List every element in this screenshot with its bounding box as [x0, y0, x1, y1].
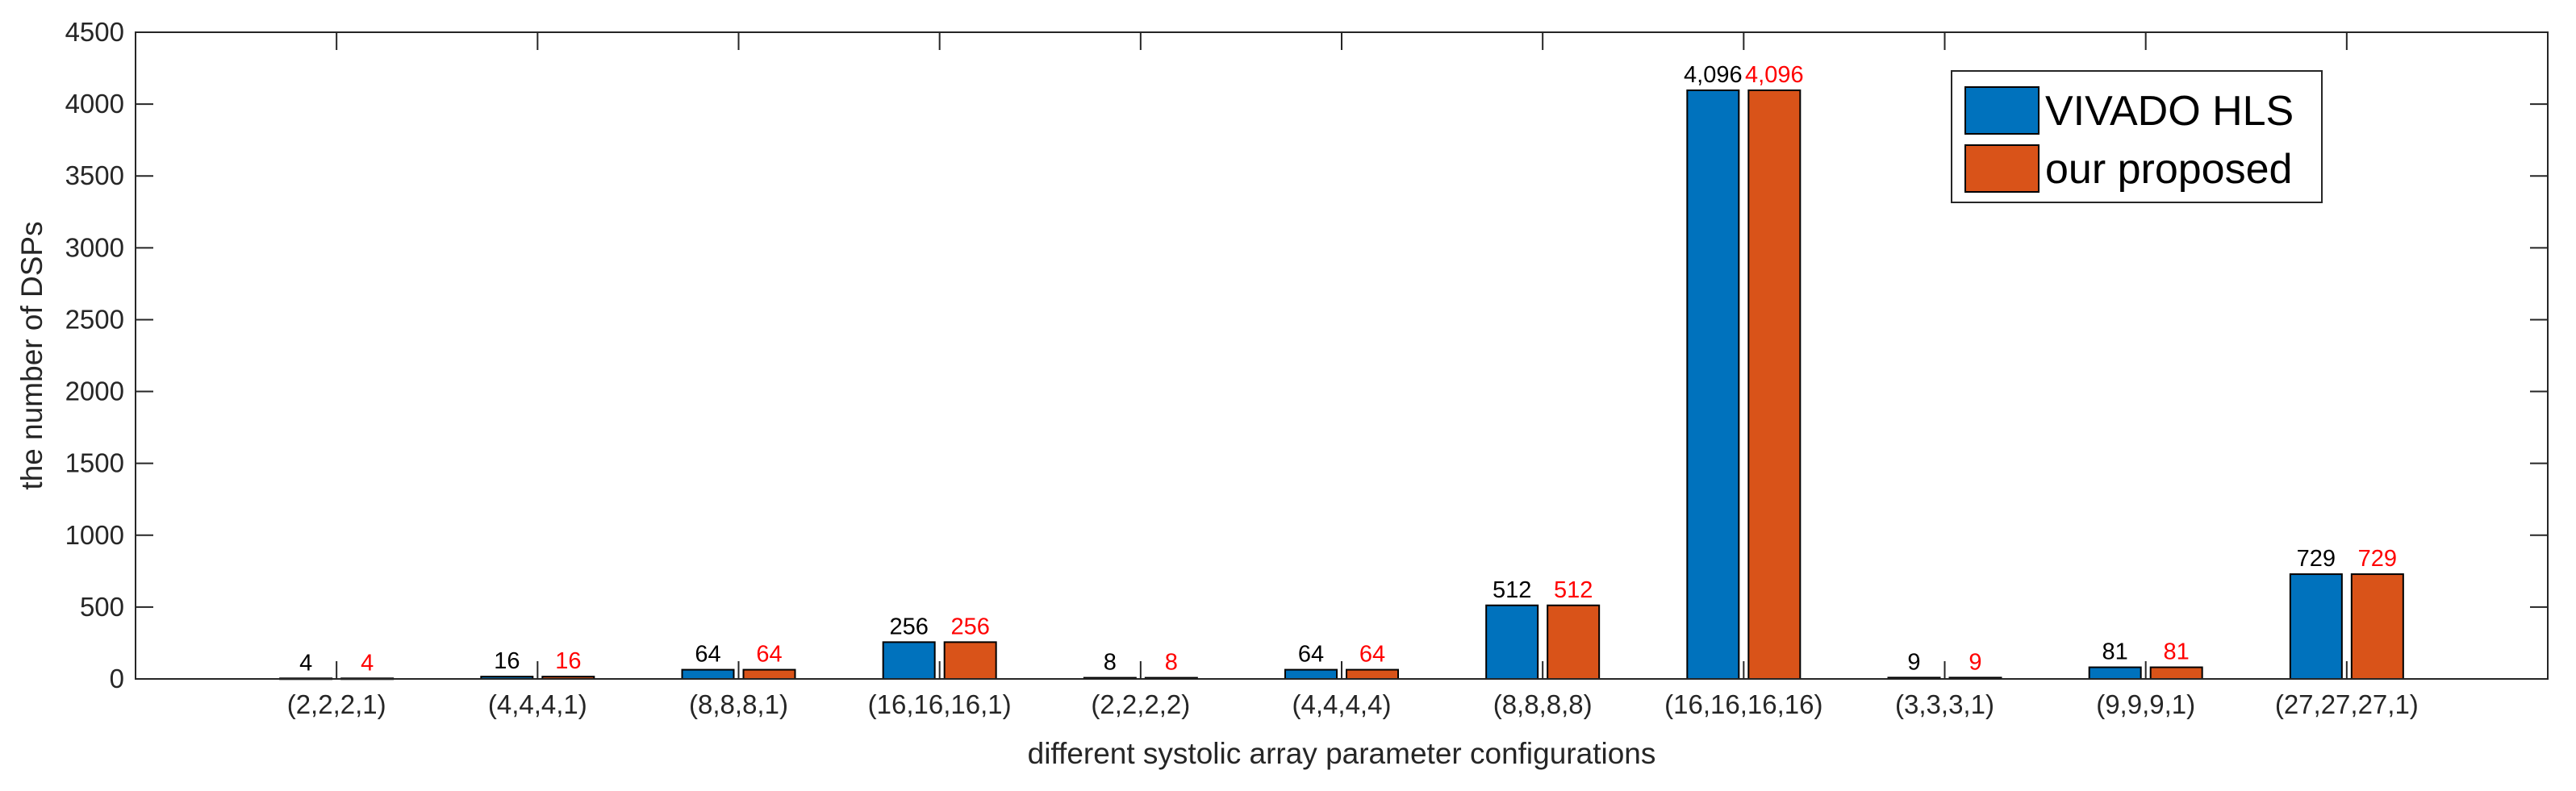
legend-swatch-vivado-hls	[1964, 86, 2040, 135]
x-tick-labels: (2,2,2,1) (4,4,4,1) (8,8,8,1) (16,16,16,1) (…	[287, 689, 2419, 719]
y-tick-label: 4500	[65, 17, 124, 47]
y-tick-label: 2500	[65, 304, 124, 334]
x-tick-label: (2,2,2,1)	[287, 689, 386, 719]
bar-vivado-hls	[2088, 666, 2142, 681]
bar-vivado-hls	[681, 668, 735, 680]
legend-swatch-our-proposed	[1964, 144, 2040, 193]
data-label-our-proposed: 81	[2164, 639, 2190, 665]
data-label-vivado-hls: 4,096	[1684, 62, 1743, 88]
x-tick-label: (3,3,3,1)	[1895, 689, 1994, 719]
data-label-vivado-hls: 8	[1104, 650, 1117, 676]
x-tick-label: (27,27,27,1)	[2275, 689, 2419, 719]
bar-vivado-hls	[1485, 604, 1539, 681]
bar-our-proposed	[1346, 668, 1399, 680]
legend-label-our-proposed: our proposed	[2045, 146, 2292, 193]
data-label-our-proposed: 16	[555, 648, 581, 674]
y-tick-label: 3000	[65, 232, 124, 262]
data-label-vivado-hls: 256	[889, 614, 928, 639]
data-label-vivado-hls: 16	[494, 648, 520, 674]
plot-frame	[135, 31, 2549, 680]
bar-our-proposed	[742, 668, 796, 680]
data-label-our-proposed: 4,096	[1745, 62, 1804, 88]
bar-vivado-hls	[882, 641, 936, 681]
data-label-our-proposed: 8	[1165, 650, 1178, 676]
data-label-our-proposed: 729	[2358, 546, 2397, 572]
data-label-vivado-hls: 81	[2102, 639, 2128, 665]
y-axis-title: the number of DSPs	[15, 221, 48, 489]
data-label-our-proposed: 64	[1359, 642, 1385, 668]
data-label-our-proposed: 256	[950, 614, 989, 639]
data-label-vivado-hls: 64	[695, 642, 720, 668]
y-tick-label: 1500	[65, 448, 124, 478]
bar-our-proposed	[943, 641, 997, 681]
data-label-vivado-hls: 4	[299, 650, 312, 676]
data-label-our-proposed: 512	[1554, 577, 1593, 603]
y-tick-label: 2000	[65, 377, 124, 406]
bar-our-proposed	[2350, 573, 2404, 680]
data-labels-layer: 4 16 64 256 8 64 512 4,096 9 81 729 4 16 64 256 8 64 512 4…	[299, 62, 2397, 676]
bar-our-proposed	[2149, 666, 2203, 681]
legend: VIVADO HLS our proposed	[1951, 70, 2323, 203]
x-tick-label: (2,2,2,2)	[1091, 689, 1190, 719]
x-tick-label: (4,4,4,4)	[1292, 689, 1392, 719]
bar-vivado-hls	[1284, 668, 1338, 680]
y-tick-labels: 0 500 1000 1500 2000 2500 3000 3500 4000 4500	[65, 17, 124, 693]
data-label-vivado-hls: 729	[2297, 546, 2336, 572]
data-label-our-proposed: 9	[1969, 649, 1981, 675]
data-label-vivado-hls: 9	[1907, 649, 1920, 675]
bar-vivado-hls	[1686, 90, 1740, 681]
bar-vivado-hls	[2289, 573, 2343, 680]
x-tick-label: (8,8,8,8)	[1493, 689, 1593, 719]
y-tick-label: 0	[110, 664, 124, 693]
bar-our-proposed	[1547, 604, 1601, 681]
bar-our-proposed	[1747, 90, 1802, 681]
data-label-vivado-hls: 512	[1493, 577, 1531, 603]
x-tick-label: (16,16,16,16)	[1664, 689, 1822, 719]
y-tick-label: 1000	[65, 520, 124, 550]
y-tick-label: 3500	[65, 160, 124, 190]
x-tick-label: (8,8,8,1)	[689, 689, 788, 719]
x-tick-label: (16,16,16,1)	[868, 689, 1012, 719]
x-tick-label: (4,4,4,1)	[488, 689, 587, 719]
data-label-vivado-hls: 64	[1298, 642, 1324, 668]
x-axis-title: different systolic array parameter confi…	[1028, 737, 1656, 770]
y-tick-label: 4000	[65, 89, 124, 119]
data-label-our-proposed: 4	[361, 650, 374, 676]
legend-label-vivado-hls: VIVADO HLS	[2045, 88, 2294, 135]
data-label-our-proposed: 64	[756, 642, 782, 668]
y-tick-label: 500	[80, 592, 124, 622]
x-tick-label: (9,9,9,1)	[2096, 689, 2195, 719]
